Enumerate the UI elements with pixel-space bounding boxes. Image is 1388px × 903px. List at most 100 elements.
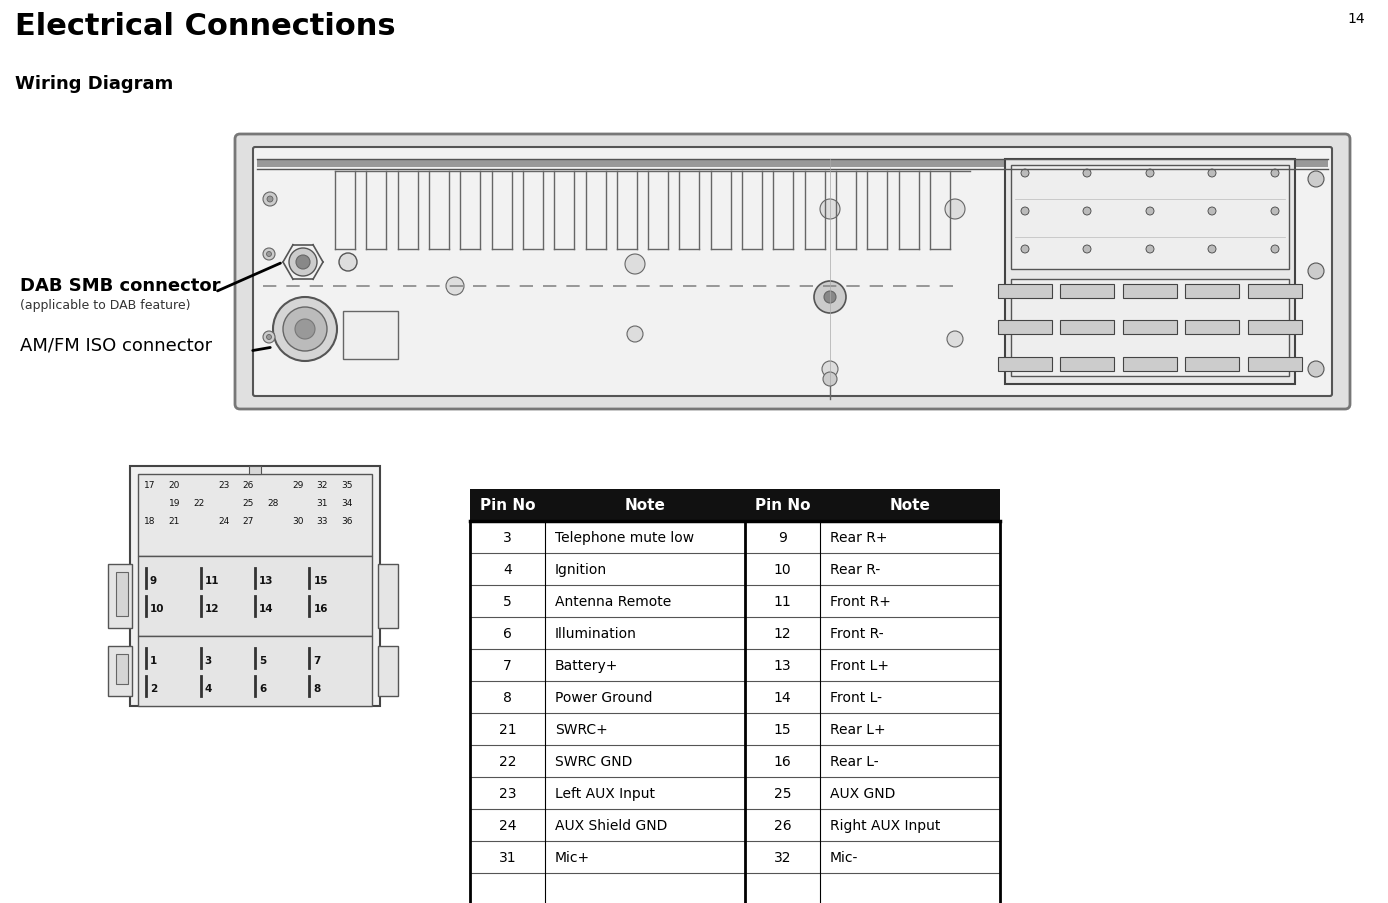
Text: 4: 4 [502,563,512,576]
Text: Electrical Connections: Electrical Connections [15,12,396,41]
Text: 22: 22 [498,754,516,768]
Circle shape [822,361,838,377]
Text: 13: 13 [260,575,273,585]
Text: 28: 28 [268,498,279,507]
Circle shape [296,256,310,270]
Text: Telephone mute low: Telephone mute low [555,530,694,545]
Circle shape [1271,246,1278,254]
Circle shape [1022,246,1029,254]
Text: SWRC GND: SWRC GND [555,754,633,768]
Text: Front L+: Front L+ [830,658,888,672]
Circle shape [1208,208,1216,216]
Text: Pin No: Pin No [755,498,811,513]
Text: 7: 7 [314,656,321,666]
Text: 3: 3 [204,656,212,666]
Bar [471,585,999,618]
Text: 31: 31 [316,498,328,507]
Text: 11: 11 [204,575,219,585]
Text: Mic-: Mic- [830,850,858,864]
Bar [471,809,999,841]
Text: 30: 30 [291,517,304,526]
Text: Left AUX Input: Left AUX Input [555,787,655,800]
Bar [108,647,132,696]
Text: Illumination: Illumination [555,627,637,640]
Bar [343,312,398,359]
Circle shape [1022,208,1029,216]
Bar [1060,321,1115,335]
Bar [471,841,999,873]
Circle shape [1208,246,1216,254]
Text: Front L-: Front L- [830,690,881,704]
Text: 14: 14 [260,603,273,613]
Bar [1010,166,1289,270]
FancyBboxPatch shape [235,135,1351,410]
Circle shape [289,248,316,276]
Circle shape [627,327,643,342]
Bar [1060,284,1115,299]
Bar [1248,321,1302,335]
Circle shape [1271,208,1278,216]
Text: AUX Shield GND: AUX Shield GND [555,818,668,832]
Text: 24: 24 [498,818,516,832]
Text: 8: 8 [502,690,512,704]
Bar [248,467,261,474]
Circle shape [1307,264,1324,280]
Text: 32: 32 [773,850,791,864]
Text: 31: 31 [498,850,516,864]
Text: Wiring Diagram: Wiring Diagram [15,75,174,93]
Text: 4: 4 [204,684,212,694]
Bar [137,474,372,556]
Text: 19: 19 [169,498,180,507]
Bar [117,655,128,684]
Circle shape [945,200,965,219]
Text: 21: 21 [169,517,180,526]
Circle shape [824,292,836,303]
Bar [1060,358,1115,372]
Bar [117,573,128,617]
Bar [137,556,372,637]
Bar [471,745,999,777]
Circle shape [625,255,645,275]
Text: 5: 5 [260,656,266,666]
Text: Power Ground: Power Ground [555,690,652,704]
Text: Battery+: Battery+ [555,658,619,672]
Bar [1010,280,1289,377]
Circle shape [262,331,275,344]
Text: 1: 1 [150,656,157,666]
Circle shape [1083,170,1091,178]
Text: 12: 12 [204,603,219,613]
Text: 14: 14 [1348,12,1364,26]
Text: Rear R+: Rear R+ [830,530,887,545]
Text: 21: 21 [498,722,516,736]
Text: 5: 5 [502,594,512,609]
Text: 22: 22 [193,498,204,507]
Text: 27: 27 [243,517,254,526]
Text: 20: 20 [169,480,180,489]
Bar [998,358,1052,372]
Text: 9: 9 [779,530,787,545]
Text: 6: 6 [260,684,266,694]
Circle shape [1083,208,1091,216]
Bar [998,284,1052,299]
Text: 25: 25 [243,498,254,507]
Bar [471,713,999,745]
Text: 2: 2 [150,684,157,694]
Text: 26: 26 [243,480,254,489]
Bar [137,637,372,706]
Bar [1185,284,1239,299]
Circle shape [262,248,275,261]
Circle shape [1146,170,1153,178]
Text: Pin No: Pin No [480,498,536,513]
Text: 3: 3 [502,530,512,545]
Text: 33: 33 [316,517,328,526]
Text: 15: 15 [773,722,791,736]
Bar [471,777,999,809]
Text: Rear R-: Rear R- [830,563,880,576]
Text: 10: 10 [150,603,165,613]
Text: 6: 6 [502,627,512,640]
Text: 16: 16 [773,754,791,768]
Text: 13: 13 [773,658,791,672]
Text: AM/FM ISO connector: AM/FM ISO connector [19,336,212,354]
Bar [1005,160,1295,385]
Circle shape [1271,170,1278,178]
